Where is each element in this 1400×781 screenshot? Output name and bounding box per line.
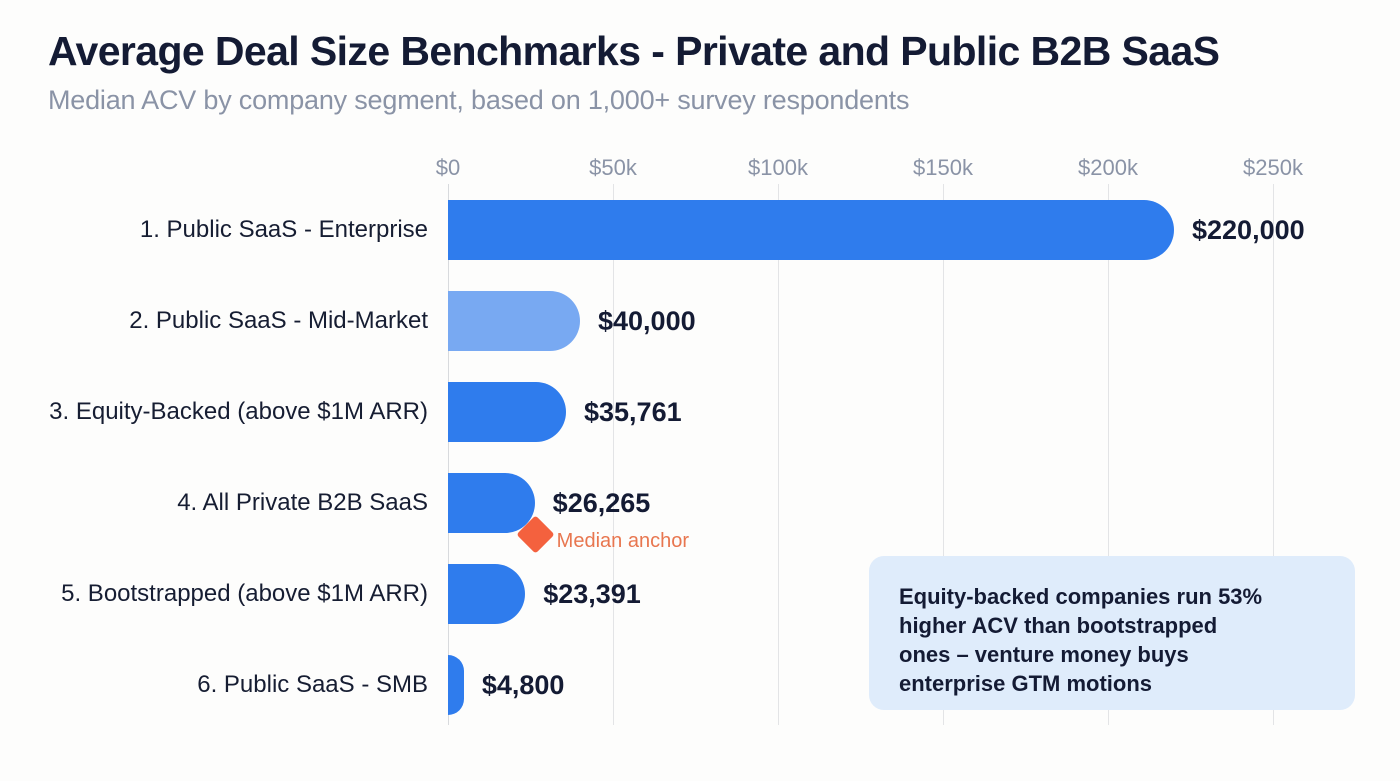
gridline [448, 184, 449, 725]
median-anchor-label: Median anchor [556, 530, 689, 552]
x-axis-tick-label: $150k [913, 155, 973, 180]
x-axis-tick-label: $100k [748, 155, 808, 180]
bar-value-label: $26,265 [552, 488, 651, 518]
bar[interactable] [448, 291, 580, 351]
category-label: 5. Bootstrapped (above $1M ARR) [61, 580, 428, 607]
page-subtitle: Median ACV by company segment, based on … [48, 85, 910, 116]
bar[interactable] [448, 564, 526, 624]
gridline [1273, 184, 1274, 725]
bar-row: 6. Public SaaS - SMB $4,800 [0, 655, 1400, 715]
gridline [778, 184, 779, 725]
gridline [1108, 184, 1109, 725]
x-axis-tick-label: $200k [1078, 155, 1138, 180]
category-label: 3. Equity-Backed (above $1M ARR) [49, 398, 428, 425]
bar-value-label: $4,800 [481, 670, 565, 700]
bar-value-label: $23,391 [543, 579, 641, 609]
bar-row: 1. Public SaaS - Enterprise $220,000 [0, 200, 1400, 260]
gridline [943, 184, 944, 725]
bar[interactable] [448, 382, 566, 442]
category-label: 6. Public SaaS - SMB [197, 671, 428, 698]
gridline [613, 184, 614, 725]
bar[interactable] [448, 200, 1174, 260]
bar-row: 3. Equity-Backed (above $1M ARR) $35,761 [0, 382, 1400, 442]
bar-value-label: $40,000 [598, 306, 696, 336]
bar[interactable] [448, 473, 535, 533]
x-axis-tick-label: $250k [1243, 155, 1303, 180]
bar-value-label: $220,000 [1192, 215, 1305, 245]
x-axis-tick-label: $50k [589, 155, 637, 180]
bar-value-label: $35,761 [584, 397, 682, 427]
bar-row: 5. Bootstrapped (above $1M ARR) $23,391 [0, 564, 1400, 624]
page-title: Average Deal Size Benchmarks - Private a… [48, 28, 1220, 74]
insight-callout: Equity-backed companies run 53% higher A… [869, 556, 1355, 710]
bar-row: 2. Public SaaS - Mid-Market $40,000 [0, 291, 1400, 351]
category-label: 2. Public SaaS - Mid-Market [129, 307, 428, 334]
bar-row: 4. All Private B2B SaaS $26,265 [0, 473, 1400, 533]
category-label: 4. All Private B2B SaaS [177, 489, 428, 516]
bar[interactable] [448, 655, 464, 715]
category-label: 1. Public SaaS - Enterprise [139, 216, 428, 243]
insight-callout-text: Equity-backed companies run 53% higher A… [899, 584, 1263, 697]
chart-header: Average Deal Size Benchmarks - Private a… [48, 28, 1368, 117]
x-axis-tick-label: $0 [435, 155, 461, 180]
